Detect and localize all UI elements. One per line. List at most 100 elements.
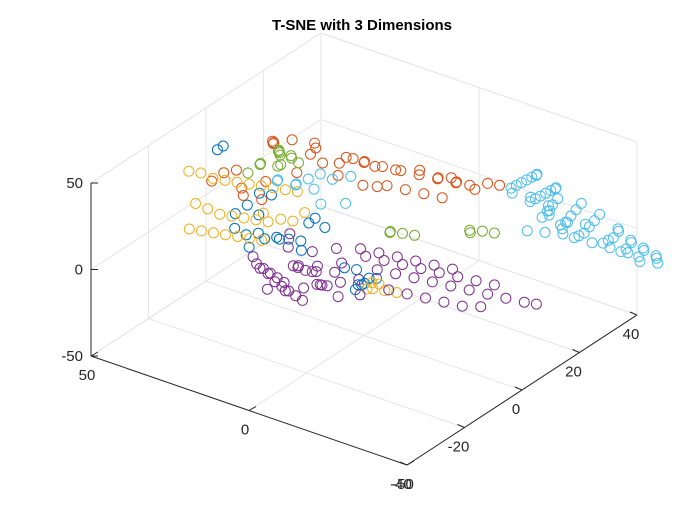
scatter-point [262,268,274,280]
scatter-point [317,157,329,169]
scatter-point [521,174,533,186]
scatter-point [366,277,378,289]
scatter-point [254,262,266,274]
axes-lines [90,182,638,466]
scatter-point [272,160,284,172]
scatter-point [211,144,223,156]
z-grid-line [320,119,638,229]
scatter-point [329,266,341,278]
scatter-point [625,234,637,246]
scatter-point [525,191,537,203]
x-tick-mark [406,460,415,466]
scatter-point [217,140,229,152]
scatter-point [214,208,226,220]
scatter-point [371,264,383,276]
y-grid-line [148,318,465,428]
scatter-point [414,164,426,176]
z-grid-line [90,32,322,184]
y-grid-line [205,280,523,391]
scatter-point [637,242,649,254]
scatter-point [622,247,634,259]
scatter-point [521,225,533,237]
scatter-point [464,179,476,191]
y-tick-mark [629,311,638,316]
scatter-point [195,225,207,237]
scatter-point [256,234,268,246]
scatter-point [615,246,627,258]
scatter-point [543,209,555,221]
scatter-point [190,198,202,209]
scatter-point [351,264,362,276]
scatter-point [604,242,616,254]
scatter-point [494,179,506,191]
scatter-point [295,244,307,256]
scatter-point [257,207,269,219]
scatter-point [397,259,408,270]
scatter-point [319,222,331,233]
z-grid-line [320,205,638,316]
scatter-point [226,210,238,222]
scatter-point [384,227,396,238]
scatter-point [418,188,430,200]
scatter-point [488,227,500,239]
scatter-point [539,226,551,238]
scatter-point [207,172,219,184]
y-tick-mark [514,386,523,391]
scatter-point [297,294,308,306]
scatter-point [408,272,420,284]
scatter-point [586,237,598,249]
z-grid-line [90,205,322,357]
scatter-point [254,159,266,170]
scatter-point [229,222,241,234]
scatter-point [634,256,646,268]
scatter-point [272,145,284,157]
scatter-point [256,194,268,206]
scatter-point [399,184,411,196]
scatter-point [269,276,281,288]
scatter-point [482,177,494,189]
scatter-point [255,180,267,192]
x-tick-mark [248,406,257,411]
scatter-point [410,255,422,267]
scatter-point [298,282,310,294]
scatter-point [381,180,393,192]
scatter-point [315,198,327,210]
z-tick-label: 0 [75,262,83,279]
scatter-point [229,208,241,220]
scatter-point [219,174,231,186]
scatter-point [516,177,527,189]
scatter-point [334,276,346,288]
z-grid-line [90,119,322,270]
scatter-point [544,205,556,217]
scatter-point [409,229,421,241]
x-tick-label: 0 [241,422,249,439]
scatter-point [183,223,195,235]
scatter-point [505,182,517,194]
scatter-point [332,291,344,303]
scatter-point [557,228,569,240]
scatter-point [287,215,299,227]
scatter-point [379,285,391,297]
scatter-point [391,251,403,263]
scatter-point [332,170,344,181]
scatter-point [330,243,342,254]
scatter-point [524,196,536,208]
scatter-point [333,157,345,169]
scatter-point [395,165,407,177]
scatter-point [579,218,591,230]
scatter-point [650,250,662,262]
scatter-point [445,280,457,292]
scatter-point [195,167,207,179]
scatter-point [575,197,587,209]
scatter-point [282,241,294,253]
scatter-point [360,250,372,262]
scatter-point [295,235,307,247]
scatter-point [253,187,265,199]
scatter-point [383,284,395,296]
scatter-point [336,257,348,269]
scatter-point [482,288,494,300]
axes-grid [90,32,638,466]
scatter-point [570,204,582,216]
y-tick-mark [572,349,580,353]
